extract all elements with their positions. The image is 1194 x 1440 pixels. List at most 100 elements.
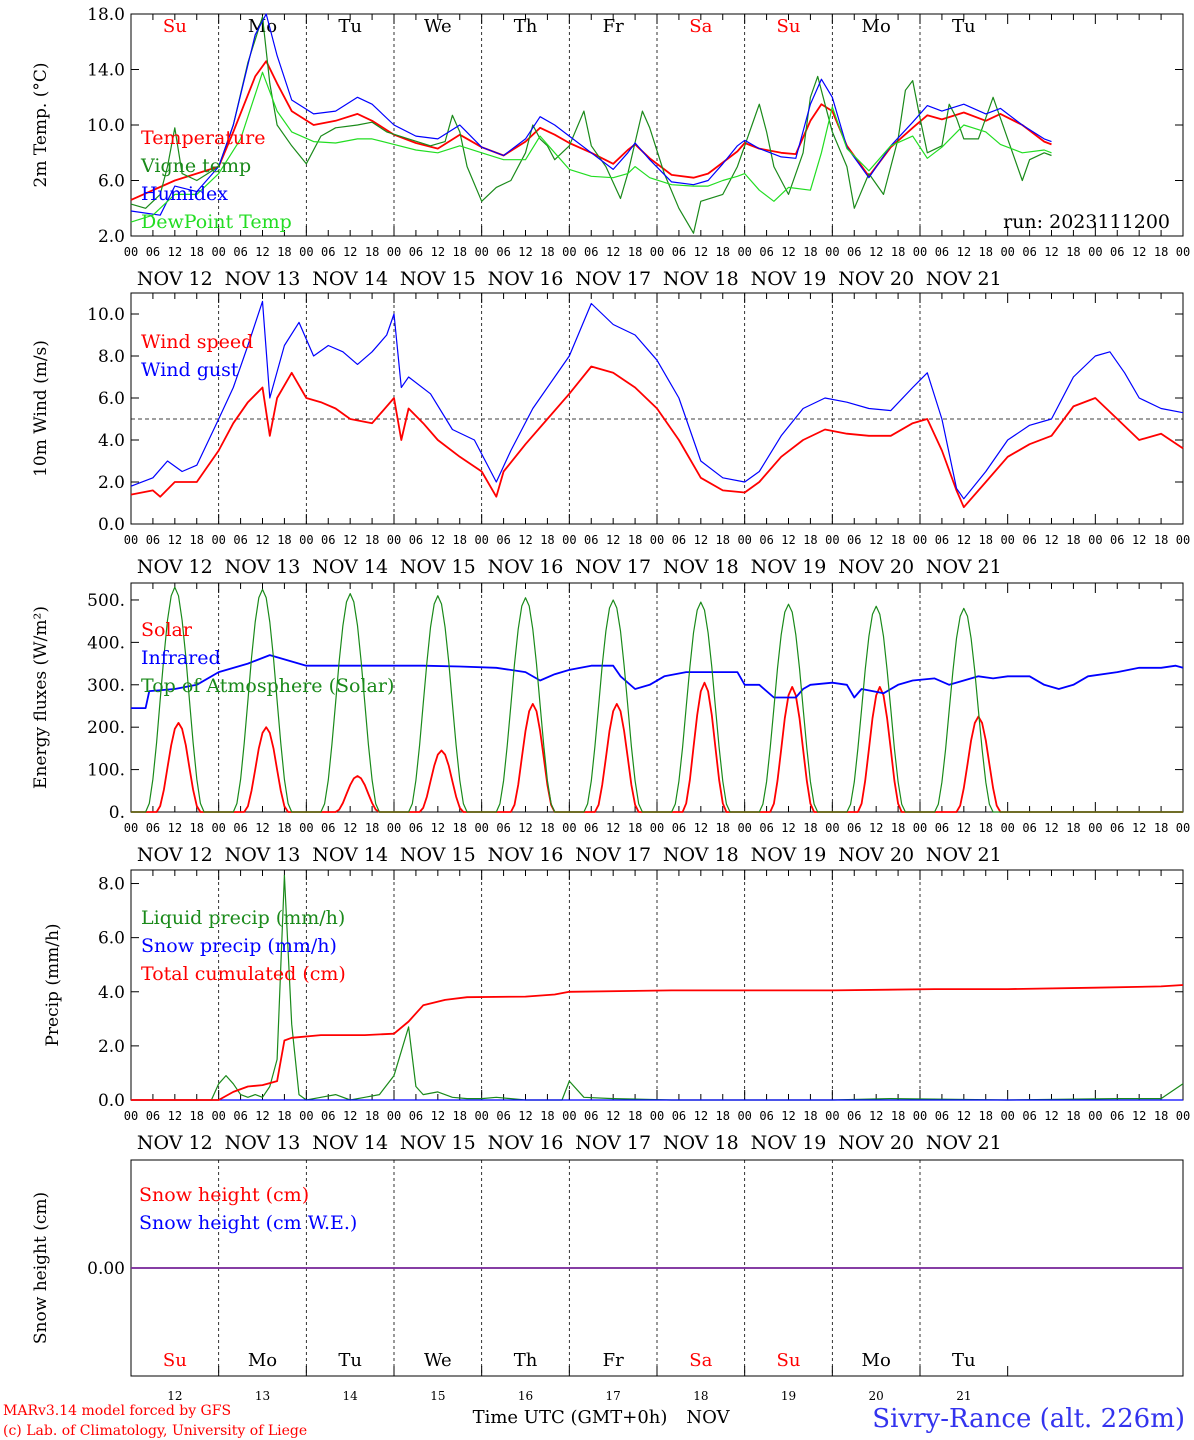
y-tick-label: 0.0: [98, 1091, 125, 1111]
weekday-label: Su: [777, 16, 801, 37]
y-tick-label: 100.: [87, 761, 125, 781]
date-label: NOV 18: [663, 268, 739, 290]
date-label: NOV 12: [137, 556, 213, 578]
y-tick-label: 14.0: [87, 61, 125, 81]
date-label: NOV 19: [751, 556, 827, 578]
date-label: NOV 19: [751, 844, 827, 866]
hour-tick-label: 18: [891, 1109, 905, 1123]
hour-tick-label: 12: [518, 245, 532, 259]
hour-tick-label: 06: [1110, 1109, 1124, 1123]
date-label: NOV 13: [225, 268, 301, 290]
hour-tick-label: 00: [211, 821, 225, 835]
date-label: NOV 16: [488, 1132, 564, 1154]
hour-tick-label: 18: [1154, 245, 1168, 259]
hour-tick-label: 18: [1066, 533, 1080, 547]
legend-entry: Wind speed: [141, 331, 253, 353]
hour-tick-label: 12: [957, 1109, 971, 1123]
hour-tick-label: 12: [957, 821, 971, 835]
hour-tick-label: 06: [584, 1109, 598, 1123]
date-label: NOV 20: [838, 556, 914, 578]
hour-tick-label: 12: [781, 245, 795, 259]
hour-tick-label: 18: [453, 245, 467, 259]
hour-tick-label: 18: [453, 533, 467, 547]
hour-tick-label: 00: [1088, 1109, 1102, 1123]
legend-entry: Humidex: [141, 183, 228, 205]
hour-tick-label: 18: [628, 245, 642, 259]
legend-entry: Temperature: [141, 127, 265, 149]
hour-tick-label: 00: [211, 533, 225, 547]
hour-tick-label: 00: [825, 533, 839, 547]
hour-tick-label: 18: [1154, 821, 1168, 835]
date-label: NOV 16: [488, 268, 564, 290]
day-number-label: 12: [167, 1389, 182, 1403]
hour-tick-label: 18: [190, 821, 204, 835]
hour-tick-label: 00: [562, 821, 576, 835]
weekday-label: Fr: [603, 1350, 624, 1371]
hour-tick-label: 12: [957, 533, 971, 547]
hour-tick-label: 12: [518, 533, 532, 547]
date-label: NOV 15: [400, 1132, 476, 1154]
hour-tick-label: 06: [672, 1109, 686, 1123]
legend-entry: Wind gust: [141, 359, 239, 381]
hour-tick-label: 18: [716, 245, 730, 259]
hour-tick-label: 06: [409, 533, 423, 547]
weekday-label: Su: [163, 16, 187, 37]
hour-tick-label: 18: [277, 533, 291, 547]
hour-tick-label: 00: [562, 245, 576, 259]
series-line-total-cumulated-cm-: [131, 984, 1184, 1101]
hour-tick-label: 18: [716, 533, 730, 547]
hour-tick-label: 00: [913, 533, 927, 547]
hour-tick-label: 12: [694, 821, 708, 835]
hour-tick-label: 18: [803, 821, 817, 835]
hour-tick-label: 00: [650, 821, 664, 835]
date-label: NOV 15: [400, 844, 476, 866]
weekday-label: Tu: [952, 1350, 976, 1371]
hour-tick-label: 06: [935, 245, 949, 259]
panel-2: 0.0 2.0 4.0 6.0 8.0 10.0 10m Wind (m/s) 00 06 12 1…: [31, 292, 1190, 578]
hour-tick-label: 18: [1154, 1109, 1168, 1123]
hour-tick-label: 00: [299, 533, 313, 547]
hour-tick-label: 00: [211, 245, 225, 259]
hour-tick-label: 00: [474, 533, 488, 547]
date-label: NOV 21: [926, 1132, 1002, 1154]
hour-tick-label: 12: [1132, 245, 1146, 259]
weekday-label: Su: [777, 1350, 801, 1371]
day-number-label: 20: [869, 1389, 884, 1403]
date-label: NOV 18: [663, 1132, 739, 1154]
series-line-top-of-atmosphere-solar-: [131, 586, 1183, 813]
hour-tick-label: 18: [628, 533, 642, 547]
hour-tick-label: 00: [737, 821, 751, 835]
hour-tick-label: 06: [847, 245, 861, 259]
date-label: NOV 17: [575, 268, 651, 290]
y-tick-label: 18.0: [87, 5, 125, 25]
date-label: NOV 14: [312, 1132, 388, 1154]
hour-tick-label: 06: [1022, 533, 1036, 547]
hour-tick-label: 06: [146, 245, 160, 259]
hour-tick-label: 18: [979, 245, 993, 259]
weekday-label: Mo: [862, 1350, 891, 1371]
hour-tick-label: 12: [781, 821, 795, 835]
hour-tick-label: 00: [299, 245, 313, 259]
y-tick-label: 500.: [87, 591, 125, 611]
series-line-wind-speed: [130, 365, 1184, 509]
hour-tick-label: 12: [168, 1109, 182, 1123]
weekday-label: We: [424, 1350, 452, 1371]
legend-entry: Total cumulated (cm): [141, 963, 346, 985]
hour-tick-label: 18: [891, 245, 905, 259]
y-tick-label: 4.0: [98, 431, 125, 451]
y-axis-label: Energy fluxes (W/m²): [31, 606, 51, 789]
hour-tick-label: 12: [343, 533, 357, 547]
hour-tick-label: 06: [409, 821, 423, 835]
date-label: NOV 18: [663, 556, 739, 578]
hour-tick-label: 00: [1000, 821, 1014, 835]
date-label: NOV 18: [663, 844, 739, 866]
date-label: NOV 12: [137, 1132, 213, 1154]
y-axis-label: Snow height (cm): [31, 1192, 51, 1344]
hour-tick-label: 06: [233, 245, 247, 259]
day-number-label: 18: [693, 1389, 708, 1403]
hour-tick-label: 18: [979, 1109, 993, 1123]
hour-tick-label: 06: [759, 533, 773, 547]
date-label: NOV 13: [225, 556, 301, 578]
hour-tick-label: 06: [847, 1109, 861, 1123]
hour-tick-label: 12: [694, 533, 708, 547]
